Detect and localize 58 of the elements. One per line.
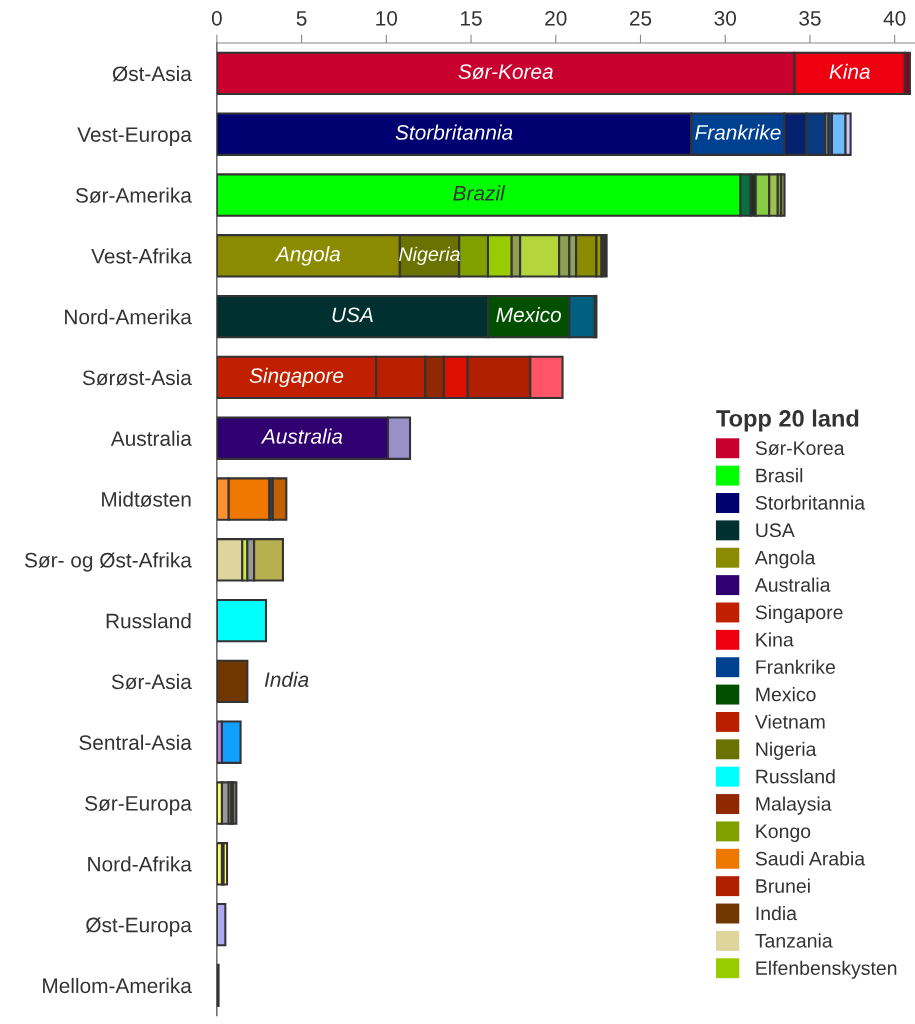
x-tick-label: 40 [883,10,906,26]
data-label: India [264,671,309,688]
legend-label: Singapore [755,604,843,624]
legend-label: Australia [754,577,831,592]
y-tick-label: Sør-Amerika [75,187,192,203]
legend-label: Mexico [756,687,816,702]
y-tick-label: Nord-Amerika [65,309,192,325]
y-tick-label: Sørøst-Asia [82,369,192,386]
legend-label: Kina [756,632,794,647]
x-tick-label: 10 [376,10,398,26]
legend-label: Malaysia [756,796,832,815]
legend-label: Vietnam [754,714,825,729]
x-tick-label: 25 [629,10,652,26]
legend-label: Brasil [756,468,803,483]
y-tick-label: Øst-Asia [112,65,192,82]
legend-label: USA [756,523,795,538]
x-tick-label: 30 [714,10,736,26]
data-label: Sør-Korea [458,64,553,80]
data-label: USA [332,307,373,323]
x-tick-label: 15 [461,11,482,26]
y-tick-label: Sør-Europa [85,796,192,815]
x-tick-label: 20 [545,10,567,26]
legend-title: Topp 20 land [716,409,859,432]
data-label: Australia [260,428,343,444]
x-tick-label: 0 [211,10,222,26]
x-tick-label: 5 [296,11,307,26]
legend-label: Saudi Arabia [755,851,866,866]
legend-label: Angola [754,550,816,569]
legend-label: Tanzania [755,933,833,948]
x-tick-label: 35 [799,10,821,26]
y-tick-label: Midtøsten [102,491,191,507]
legend-label: India [756,905,797,921]
legend-label: Storbritannia [755,495,866,510]
y-tick-label: Sentral-Asia [79,734,192,750]
data-label: Nigeria [399,246,460,265]
legend-label: Russland [756,769,835,784]
data-label: Singapore [249,367,344,388]
legend-label: Frankrike [756,659,835,674]
data-label: Kina [829,63,870,79]
y-tick-label: Australia [110,430,192,446]
legend-label: Brunei [756,878,810,893]
y-tick-label: Russland [106,613,191,629]
y-tick-label: Nord-Afrika [88,856,192,872]
data-label: Mexico [496,306,561,323]
y-tick-label: Sør-Asia [111,673,192,690]
data-label: Brazil [453,185,506,201]
data-label: Storbritannia [395,124,513,140]
data-label: Angola [274,246,341,266]
legend-label: Kongo [756,824,811,843]
y-tick-label: Vest-Afrika [91,248,192,264]
legend-label: Sør-Korea [755,441,845,456]
legend-label: Nigeria [756,741,817,760]
y-tick-label: Øst-Europa [86,917,192,937]
y-tick-label: Mellom-Amerika [43,977,192,994]
y-tick-label: Sør- og Øst-Afrika [24,552,192,572]
data-label: Frankrike [695,124,781,140]
y-tick-label: Vest-Europa [77,127,192,147]
legend-label: Elfenbenskysten [756,960,897,979]
